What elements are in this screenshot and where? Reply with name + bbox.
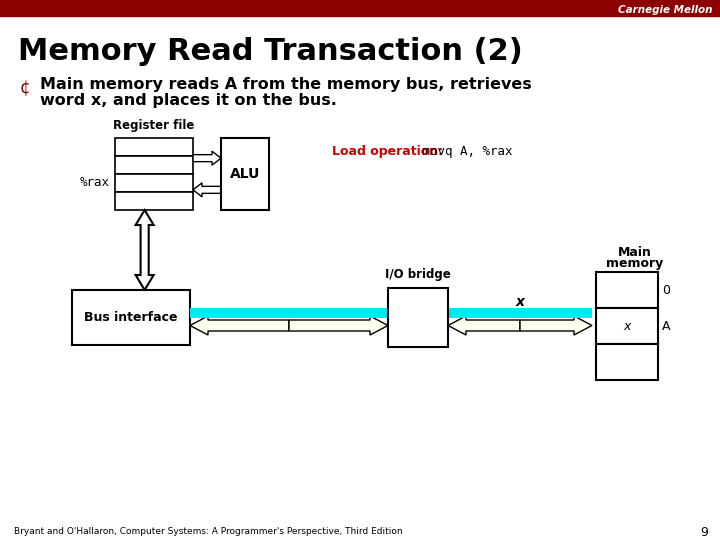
Bar bbox=[388, 288, 448, 347]
Text: x: x bbox=[516, 294, 524, 308]
Bar bbox=[190, 307, 592, 318]
Text: Register file: Register file bbox=[113, 119, 194, 132]
Bar bbox=[221, 138, 269, 210]
Text: memory: memory bbox=[606, 258, 664, 271]
Bar bbox=[115, 174, 193, 192]
Text: %rax: %rax bbox=[80, 176, 110, 189]
Text: I/O bridge: I/O bridge bbox=[385, 268, 451, 281]
Bar bbox=[115, 156, 193, 174]
Polygon shape bbox=[520, 316, 592, 335]
Text: Main memory reads A from the memory bus, retrieves: Main memory reads A from the memory bus,… bbox=[40, 77, 532, 91]
Polygon shape bbox=[193, 151, 221, 165]
Text: 0: 0 bbox=[662, 284, 670, 296]
Polygon shape bbox=[448, 316, 520, 335]
Text: ¢: ¢ bbox=[20, 79, 30, 97]
Text: 9: 9 bbox=[700, 525, 708, 538]
Text: Carnegie Mellon: Carnegie Mellon bbox=[618, 5, 712, 15]
Text: Main: Main bbox=[618, 246, 652, 259]
Polygon shape bbox=[289, 316, 388, 335]
Bar bbox=[596, 344, 658, 380]
Bar bbox=[0, 0, 720, 16]
Polygon shape bbox=[193, 183, 221, 197]
Text: Load operation:: Load operation: bbox=[332, 145, 443, 159]
Text: word x, and places it on the bus.: word x, and places it on the bus. bbox=[40, 92, 337, 107]
Text: x: x bbox=[624, 320, 631, 333]
Bar bbox=[115, 192, 193, 210]
Text: Memory Read Transaction (2): Memory Read Transaction (2) bbox=[18, 37, 523, 66]
Polygon shape bbox=[190, 316, 289, 335]
Text: Bryant and O'Hallaron, Computer Systems: A Programmer's Perspective, Third Editi: Bryant and O'Hallaron, Computer Systems:… bbox=[14, 528, 402, 537]
Text: movq A, %rax: movq A, %rax bbox=[415, 145, 513, 159]
Text: ALU: ALU bbox=[230, 167, 260, 181]
Polygon shape bbox=[135, 210, 153, 290]
Bar bbox=[596, 272, 658, 308]
Bar bbox=[115, 138, 193, 156]
Text: A: A bbox=[662, 320, 670, 333]
Text: Bus interface: Bus interface bbox=[84, 311, 178, 324]
Bar bbox=[72, 290, 190, 345]
Bar bbox=[596, 308, 658, 344]
